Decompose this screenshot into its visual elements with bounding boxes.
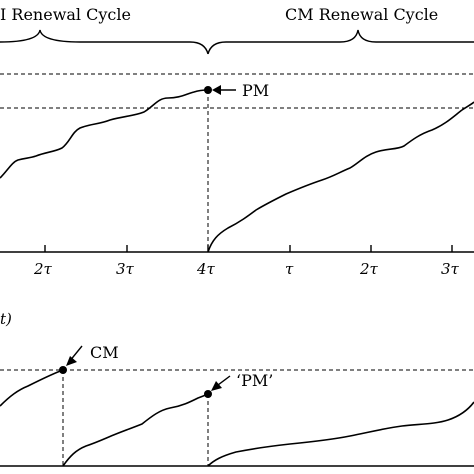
pm-quoted-label: ‘PM’ (236, 371, 273, 390)
bottom-degradation-path-third (207, 401, 474, 467)
bottom-degradation-path-first (0, 369, 64, 407)
right-cycle-brace (207, 29, 474, 55)
bottom-degradation-path-second (62, 393, 209, 467)
left-cycle-label: I Renewal Cycle (0, 5, 131, 24)
cm-label: CM (90, 343, 119, 362)
pm-label: PM (242, 81, 269, 100)
top-tick-label-3tau: 3τ (116, 260, 135, 278)
left-cycle-brace (0, 29, 209, 55)
cm-arrow-head (66, 356, 77, 366)
pm-quoted-point-marker (204, 390, 212, 398)
top-tick-label-2tau: 2τ (33, 260, 53, 278)
top-degradation-path-second (207, 101, 474, 253)
top-degradation-path-first (0, 89, 209, 179)
top-tick-label-2tau-second: 2τ (359, 260, 379, 278)
pm-quoted-arrow-head (211, 381, 222, 391)
cm-point-marker (59, 366, 67, 374)
pm-arrow-head (212, 85, 221, 95)
top-tick-label-tau: τ (285, 260, 294, 278)
pm-point-marker (204, 86, 212, 94)
right-cycle-label: CM Renewal Cycle (285, 5, 438, 24)
top-tick-label-4tau: 4τ (196, 260, 216, 278)
top-tick-label-3tau-second: 3τ (441, 260, 460, 278)
bottom-axis-fragment: t) (0, 310, 12, 328)
